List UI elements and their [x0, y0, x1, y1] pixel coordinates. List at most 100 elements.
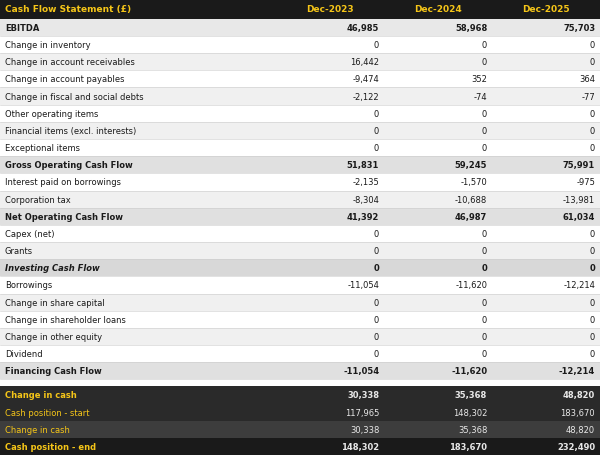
Text: Change in account payables: Change in account payables	[5, 75, 124, 84]
Text: 0: 0	[374, 349, 379, 359]
Bar	[0, 386, 600, 404]
Text: 0: 0	[482, 298, 487, 307]
Bar	[0, 363, 600, 379]
Text: 48,820: 48,820	[563, 390, 595, 399]
Text: 0: 0	[482, 247, 487, 256]
Text: -11,620: -11,620	[455, 281, 487, 290]
Text: 59,245: 59,245	[455, 161, 487, 170]
Text: -9,474: -9,474	[352, 75, 379, 84]
Bar	[0, 208, 600, 225]
Bar	[0, 140, 600, 157]
Text: 0: 0	[482, 110, 487, 118]
Text: Grants: Grants	[5, 247, 33, 256]
Text: 0: 0	[590, 41, 595, 50]
Text: 35,368: 35,368	[458, 425, 487, 434]
Text: Dividend: Dividend	[5, 349, 43, 359]
Text: Change in fiscal and social debts: Change in fiscal and social debts	[5, 92, 143, 101]
Text: 0: 0	[590, 126, 595, 136]
Text: 117,965: 117,965	[345, 408, 379, 417]
Text: Investing Cash Flow: Investing Cash Flow	[5, 264, 100, 273]
Bar	[0, 71, 600, 88]
Bar	[0, 311, 600, 328]
Bar	[0, 20, 600, 37]
Text: Capex (net): Capex (net)	[5, 229, 54, 238]
Text: 0: 0	[482, 332, 487, 341]
Text: 0: 0	[589, 264, 595, 273]
Text: -975: -975	[577, 178, 595, 187]
Text: 0: 0	[590, 229, 595, 238]
Text: 364: 364	[579, 75, 595, 84]
Text: Change in shareholder loans: Change in shareholder loans	[5, 315, 125, 324]
Text: EBITDA: EBITDA	[5, 24, 39, 33]
Text: 0: 0	[374, 41, 379, 50]
Text: -12,214: -12,214	[559, 367, 595, 375]
Text: 183,670: 183,670	[449, 442, 487, 451]
Text: -1,570: -1,570	[460, 178, 487, 187]
Text: 61,034: 61,034	[563, 212, 595, 221]
Text: 148,302: 148,302	[341, 442, 379, 451]
Text: 0: 0	[373, 264, 379, 273]
Text: 46,987: 46,987	[455, 212, 487, 221]
Text: Cash Flow Statement (£): Cash Flow Statement (£)	[5, 5, 131, 15]
Text: -77: -77	[581, 92, 595, 101]
Bar	[0, 157, 600, 174]
Text: 0: 0	[590, 298, 595, 307]
Text: Other operating items: Other operating items	[5, 110, 98, 118]
Text: Financing Cash Flow: Financing Cash Flow	[5, 367, 101, 375]
Text: Change in inventory: Change in inventory	[5, 41, 91, 50]
Text: 0: 0	[482, 315, 487, 324]
Text: Exceptional items: Exceptional items	[5, 144, 80, 153]
Text: 0: 0	[374, 332, 379, 341]
Text: Financial items (excl. interests): Financial items (excl. interests)	[5, 126, 136, 136]
Text: 0: 0	[374, 298, 379, 307]
Text: Change in other equity: Change in other equity	[5, 332, 102, 341]
Text: Change in share capital: Change in share capital	[5, 298, 104, 307]
Bar	[0, 37, 600, 54]
Text: 30,338: 30,338	[347, 390, 379, 399]
Text: 35,368: 35,368	[455, 390, 487, 399]
Text: 16,442: 16,442	[350, 58, 379, 67]
Text: -8,304: -8,304	[352, 195, 379, 204]
Bar	[0, 294, 600, 311]
Text: Cash position - start: Cash position - start	[5, 408, 89, 417]
Bar	[0, 438, 600, 455]
Text: 0: 0	[590, 110, 595, 118]
Text: 41,392: 41,392	[347, 212, 379, 221]
Bar	[0, 191, 600, 208]
Text: 0: 0	[374, 110, 379, 118]
Text: 0: 0	[374, 229, 379, 238]
Text: Dec-2023: Dec-2023	[306, 5, 354, 15]
Text: -74: -74	[473, 92, 487, 101]
Text: -11,054: -11,054	[347, 281, 379, 290]
Text: -11,054: -11,054	[343, 367, 379, 375]
Text: 0: 0	[374, 315, 379, 324]
Bar	[0, 328, 600, 345]
Bar	[0, 404, 600, 421]
Text: Change in cash: Change in cash	[5, 390, 77, 399]
Bar	[0, 122, 600, 140]
Text: Change in account receivables: Change in account receivables	[5, 58, 134, 67]
Bar	[0, 106, 600, 122]
Text: 58,968: 58,968	[455, 24, 487, 33]
Bar	[0, 243, 600, 260]
Text: Cash position - end: Cash position - end	[5, 442, 96, 451]
Text: 232,490: 232,490	[557, 442, 595, 451]
Text: Gross Operating Cash Flow: Gross Operating Cash Flow	[5, 161, 133, 170]
Text: -2,122: -2,122	[353, 92, 379, 101]
Bar	[0, 260, 600, 277]
Text: 183,670: 183,670	[560, 408, 595, 417]
Text: 0: 0	[482, 126, 487, 136]
Text: 0: 0	[590, 58, 595, 67]
Text: 0: 0	[374, 126, 379, 136]
Text: -13,981: -13,981	[563, 195, 595, 204]
Text: -12,214: -12,214	[563, 281, 595, 290]
Text: 0: 0	[590, 315, 595, 324]
Text: 0: 0	[374, 144, 379, 153]
Bar	[0, 54, 600, 71]
Text: 48,820: 48,820	[566, 425, 595, 434]
Text: Change in cash: Change in cash	[5, 425, 70, 434]
Text: Dec-2025: Dec-2025	[522, 5, 570, 15]
Text: 148,302: 148,302	[453, 408, 487, 417]
Text: 0: 0	[590, 349, 595, 359]
Text: 0: 0	[590, 247, 595, 256]
